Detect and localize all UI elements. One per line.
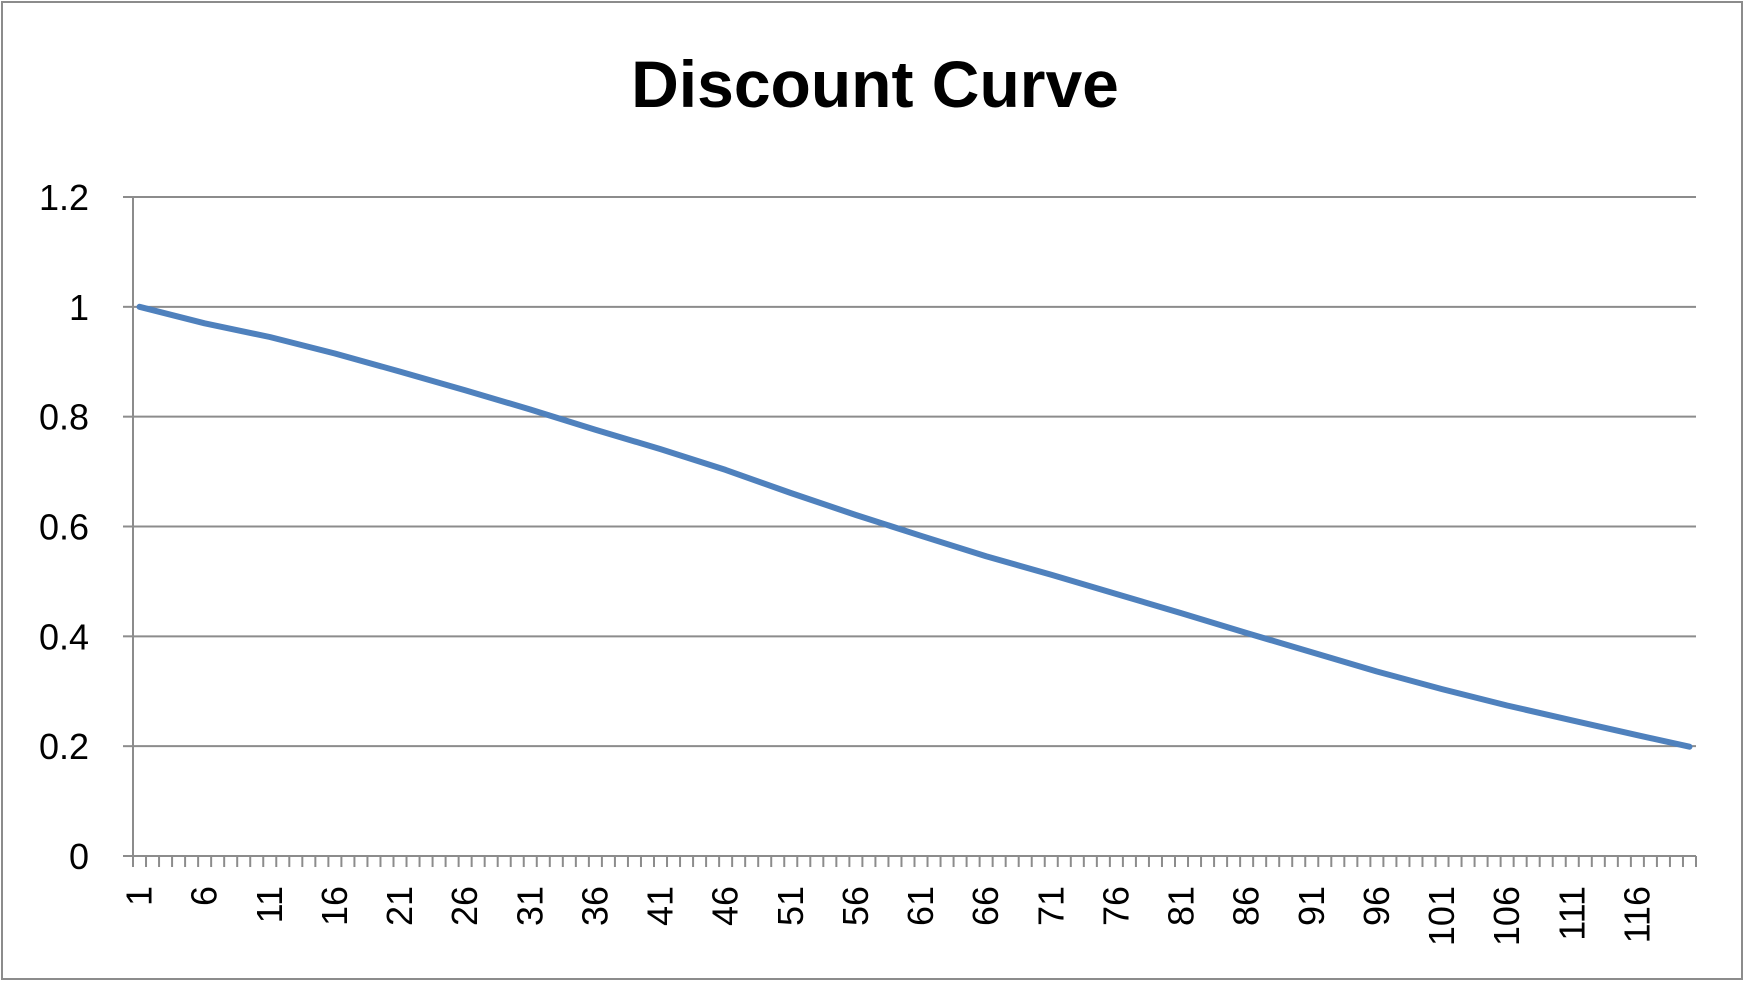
x-tick-label: 26: [444, 886, 485, 926]
y-tick-label: 0.6: [39, 507, 89, 548]
x-axis-ticks: 1 6 11 16 21 26 31 36 41 46 51 56 61 66 71 76 81 86 91 96 10…: [119, 856, 1697, 946]
x-tick-label: 6: [184, 886, 225, 906]
x-tick-label: 31: [509, 886, 550, 926]
x-tick-label: 1: [119, 886, 160, 906]
series-line: [136, 303, 1693, 750]
x-tick-label: 71: [1030, 886, 1071, 926]
x-tick-label: 91: [1291, 886, 1332, 926]
y-tick-label: 0.2: [39, 726, 89, 767]
grid-layer: [133, 196, 1696, 748]
x-tick-label: 46: [705, 886, 746, 926]
y-axis-ticks: 0 0.2 0.4 0.6 0.8 1 1.2: [39, 177, 133, 877]
y-tick-label: 1: [69, 287, 89, 328]
discount-curve-chart: Discount Curve 00.20.40.60.811.2 1 6 11 16 2…: [39, 47, 1697, 946]
x-tick-label: 11: [249, 886, 290, 923]
x-tick-label: 61: [900, 886, 941, 926]
series-layer: [136, 303, 1693, 750]
x-tick-label: 86: [1226, 886, 1267, 926]
x-tick-label: 96: [1356, 886, 1397, 926]
y-tick-label: 0: [69, 836, 89, 877]
x-tick-label: 56: [835, 886, 876, 926]
x-tick-label: 21: [379, 886, 420, 926]
x-tick-label: 116: [1616, 886, 1657, 943]
x-tick-label: 16: [314, 886, 355, 926]
x-tick-label: 51: [770, 886, 811, 926]
chart-title: Discount Curve: [631, 47, 1119, 121]
x-tick-label: 76: [1095, 886, 1136, 926]
x-tick-label: 101: [1421, 886, 1462, 946]
x-tick-label: 66: [965, 886, 1006, 926]
x-tick-label: 41: [640, 886, 681, 926]
y-tick-label: 0.8: [39, 397, 89, 438]
y-tick-label: 0.4: [39, 616, 89, 657]
x-tick-label: 36: [574, 886, 615, 926]
x-tick-label: 106: [1486, 886, 1527, 946]
y-tick-label: 1.2: [39, 177, 89, 218]
x-tick-label: 111: [1551, 886, 1592, 941]
x-tick-label: 81: [1161, 886, 1202, 926]
